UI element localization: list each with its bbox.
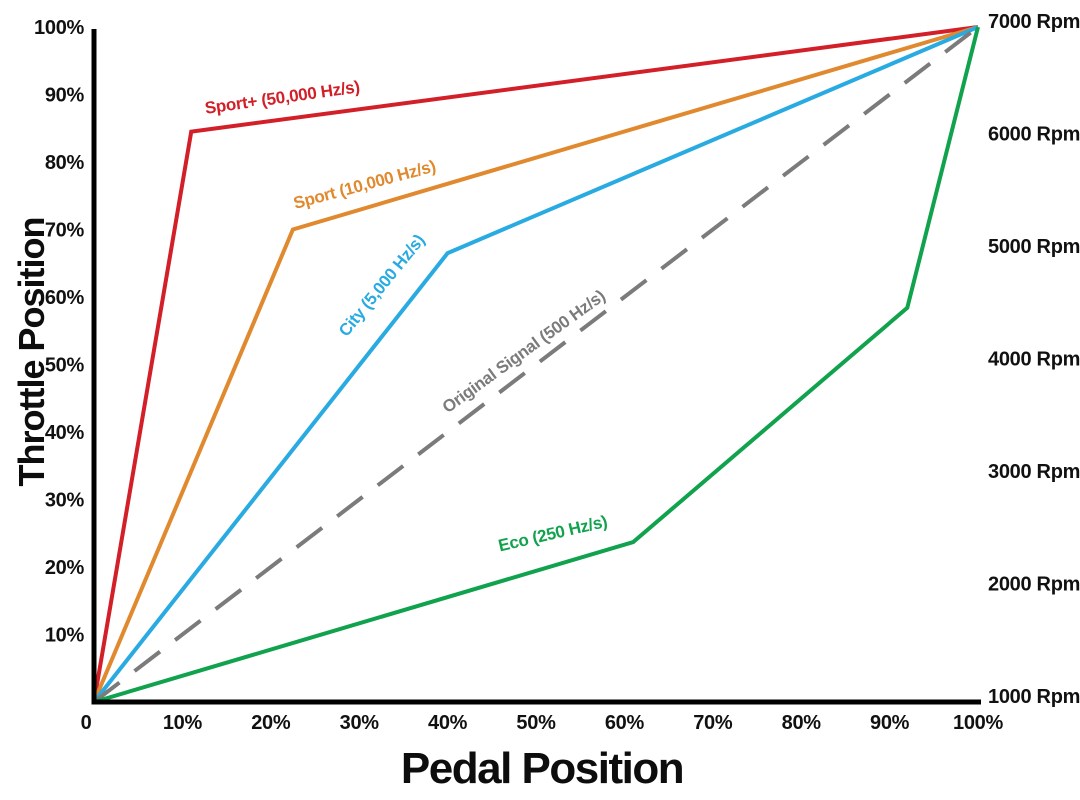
x-tick-label: 50%	[516, 712, 556, 734]
series-label-eco: Eco (250 Hz/s)	[497, 512, 610, 556]
x-tick-label: 100%	[953, 712, 1003, 734]
series-line-sport	[92, 25, 979, 703]
rpm-axis-label: 6000 Rpm	[988, 124, 1080, 146]
y-tick-label: 20%	[45, 557, 85, 579]
x-tick-label: 90%	[870, 712, 910, 734]
series-label-city: City (5,000 Hz/s)	[335, 231, 429, 340]
series-line-original-signal	[92, 25, 980, 704]
y-tick-label: 30%	[45, 490, 85, 512]
x-tick-label: 80%	[782, 712, 822, 734]
y-tick-label: 60%	[45, 287, 85, 309]
x-tick-label: 0	[81, 712, 92, 734]
series-label-original-signal: Original Signal (500 Hz/s)	[439, 286, 609, 417]
series-group: Sport+ (50,000 Hz/s)Sport (10,000 Hz/s)C…	[92, 25, 980, 704]
x-tick-label: 20%	[251, 712, 291, 734]
y-tick-label: 70%	[45, 220, 85, 242]
rpm-axis-label: 2000 Rpm	[988, 573, 1080, 595]
rpm-axis-label: 4000 Rpm	[988, 349, 1080, 371]
tick-labels-group: 0 10% 20% 30% 40% 50% 60% 70% 80% 90% 100% 10% 20% 30…	[34, 11, 1080, 734]
y-tick-label: 50%	[45, 355, 85, 377]
y-tick-label: 10%	[45, 625, 85, 647]
x-axis-title: Pedal Position	[401, 744, 683, 793]
x-tick-label: 40%	[428, 712, 468, 734]
rpm-axis-label: 7000 Rpm	[988, 11, 1080, 33]
y-tick-label: 100%	[34, 17, 84, 39]
rpm-axis-label: 3000 Rpm	[988, 461, 1080, 483]
rpm-axis-label: 1000 Rpm	[988, 686, 1080, 708]
y-axis-title: Throttle Position	[11, 218, 52, 487]
y-tick-label: 40%	[45, 422, 85, 444]
x-tick-label: 10%	[163, 712, 203, 734]
y-tick-label: 80%	[45, 152, 85, 174]
series-label-sport: Sport (10,000 Hz/s)	[291, 157, 437, 213]
axes-group	[91, 29, 981, 705]
x-tick-label: 30%	[340, 712, 380, 734]
x-tick-label: 70%	[693, 712, 733, 734]
series-line-eco	[93, 26, 980, 704]
series-line-city	[92, 25, 979, 704]
x-tick-label: 60%	[605, 712, 645, 734]
rpm-axis-label: 5000 Rpm	[988, 236, 1080, 258]
series-line-sport-plus	[92, 25, 979, 703]
y-tick-label: 90%	[45, 85, 85, 107]
